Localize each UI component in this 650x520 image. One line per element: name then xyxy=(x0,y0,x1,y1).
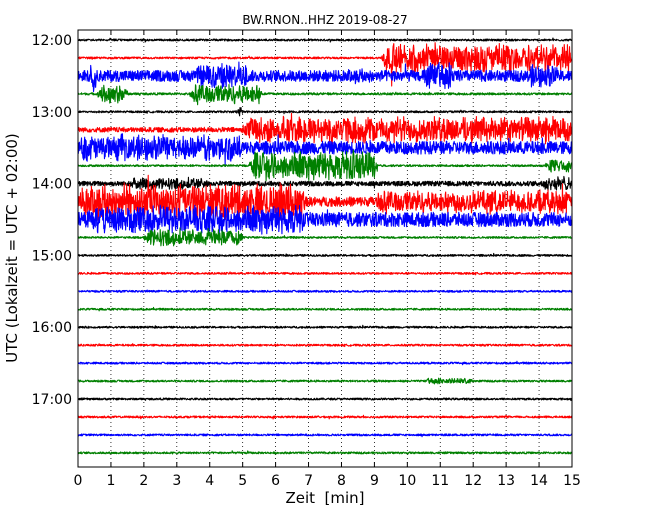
x-tick-label-0: 0 xyxy=(74,473,83,489)
trace-1245 xyxy=(77,83,573,106)
x-tick-label-13: 13 xyxy=(497,473,515,489)
x-axis: 0 1 2 3 4 5 6 7 8 9 10 11 12 13 14 15 xyxy=(74,30,581,489)
seismogram-traces xyxy=(77,37,573,455)
x-tick-label-4: 4 xyxy=(205,473,214,489)
x-tick-label-12: 12 xyxy=(464,473,482,489)
trace-1645 xyxy=(77,377,573,385)
trace-1445 xyxy=(77,227,573,247)
y-tick-label-1200: 12:00 xyxy=(32,33,72,49)
trace-1300 xyxy=(77,107,573,117)
trace-1500 xyxy=(77,252,573,257)
x-tick-label-7: 7 xyxy=(304,473,313,489)
trace-1700 xyxy=(77,397,573,402)
y-tick-label-1700: 17:00 xyxy=(32,392,72,408)
y-tick-label-1400: 14:00 xyxy=(32,177,72,193)
trace-1200 xyxy=(77,37,573,43)
trace-1745 xyxy=(77,450,573,455)
x-tick-label-8: 8 xyxy=(337,473,346,489)
trace-1515 xyxy=(77,271,573,276)
trace-1400 xyxy=(77,175,573,192)
x-tick-label-9: 9 xyxy=(370,473,379,489)
y-tick-label-1500: 15:00 xyxy=(32,248,72,264)
x-tick-label-14: 14 xyxy=(530,473,548,489)
trace-1530 xyxy=(77,289,573,293)
chart-title: BW.RNON..HHZ 2019-08-27 xyxy=(242,13,407,27)
trace-1600 xyxy=(77,324,573,329)
x-tick-label-11: 11 xyxy=(431,473,449,489)
plot-frame xyxy=(77,29,573,468)
y-tick-label-1300: 13:00 xyxy=(32,105,72,121)
trace-1630 xyxy=(77,360,573,366)
vertical-grid xyxy=(110,30,540,467)
trace-1715 xyxy=(77,414,573,420)
trace-1545 xyxy=(77,306,573,312)
x-tick-label-15: 15 xyxy=(563,473,581,489)
trace-1315 xyxy=(77,112,573,152)
y-tick-label-1600: 16:00 xyxy=(32,320,72,336)
x-axis-label: Zeit [min] xyxy=(285,489,364,507)
trace-1215 xyxy=(77,42,573,87)
trace-1730 xyxy=(77,433,573,438)
trace-1330 xyxy=(77,133,573,166)
trace-1230 xyxy=(77,61,573,93)
y-axis-label: UTC (Lokalzeit = UTC + 02:00) xyxy=(3,133,21,363)
x-tick-label-2: 2 xyxy=(139,473,148,489)
x-tick-label-5: 5 xyxy=(238,473,247,489)
x-tick-label-3: 3 xyxy=(172,473,181,489)
y-axis: 12:00 13:00 14:00 15:00 16:00 17:00 xyxy=(32,33,572,408)
x-tick-label-1: 1 xyxy=(106,473,115,489)
trace-1615 xyxy=(77,343,573,348)
x-tick-label-10: 10 xyxy=(398,473,416,489)
trace-1430 xyxy=(77,204,573,236)
x-tick-label-6: 6 xyxy=(271,473,280,489)
trace-1345 xyxy=(77,149,573,182)
